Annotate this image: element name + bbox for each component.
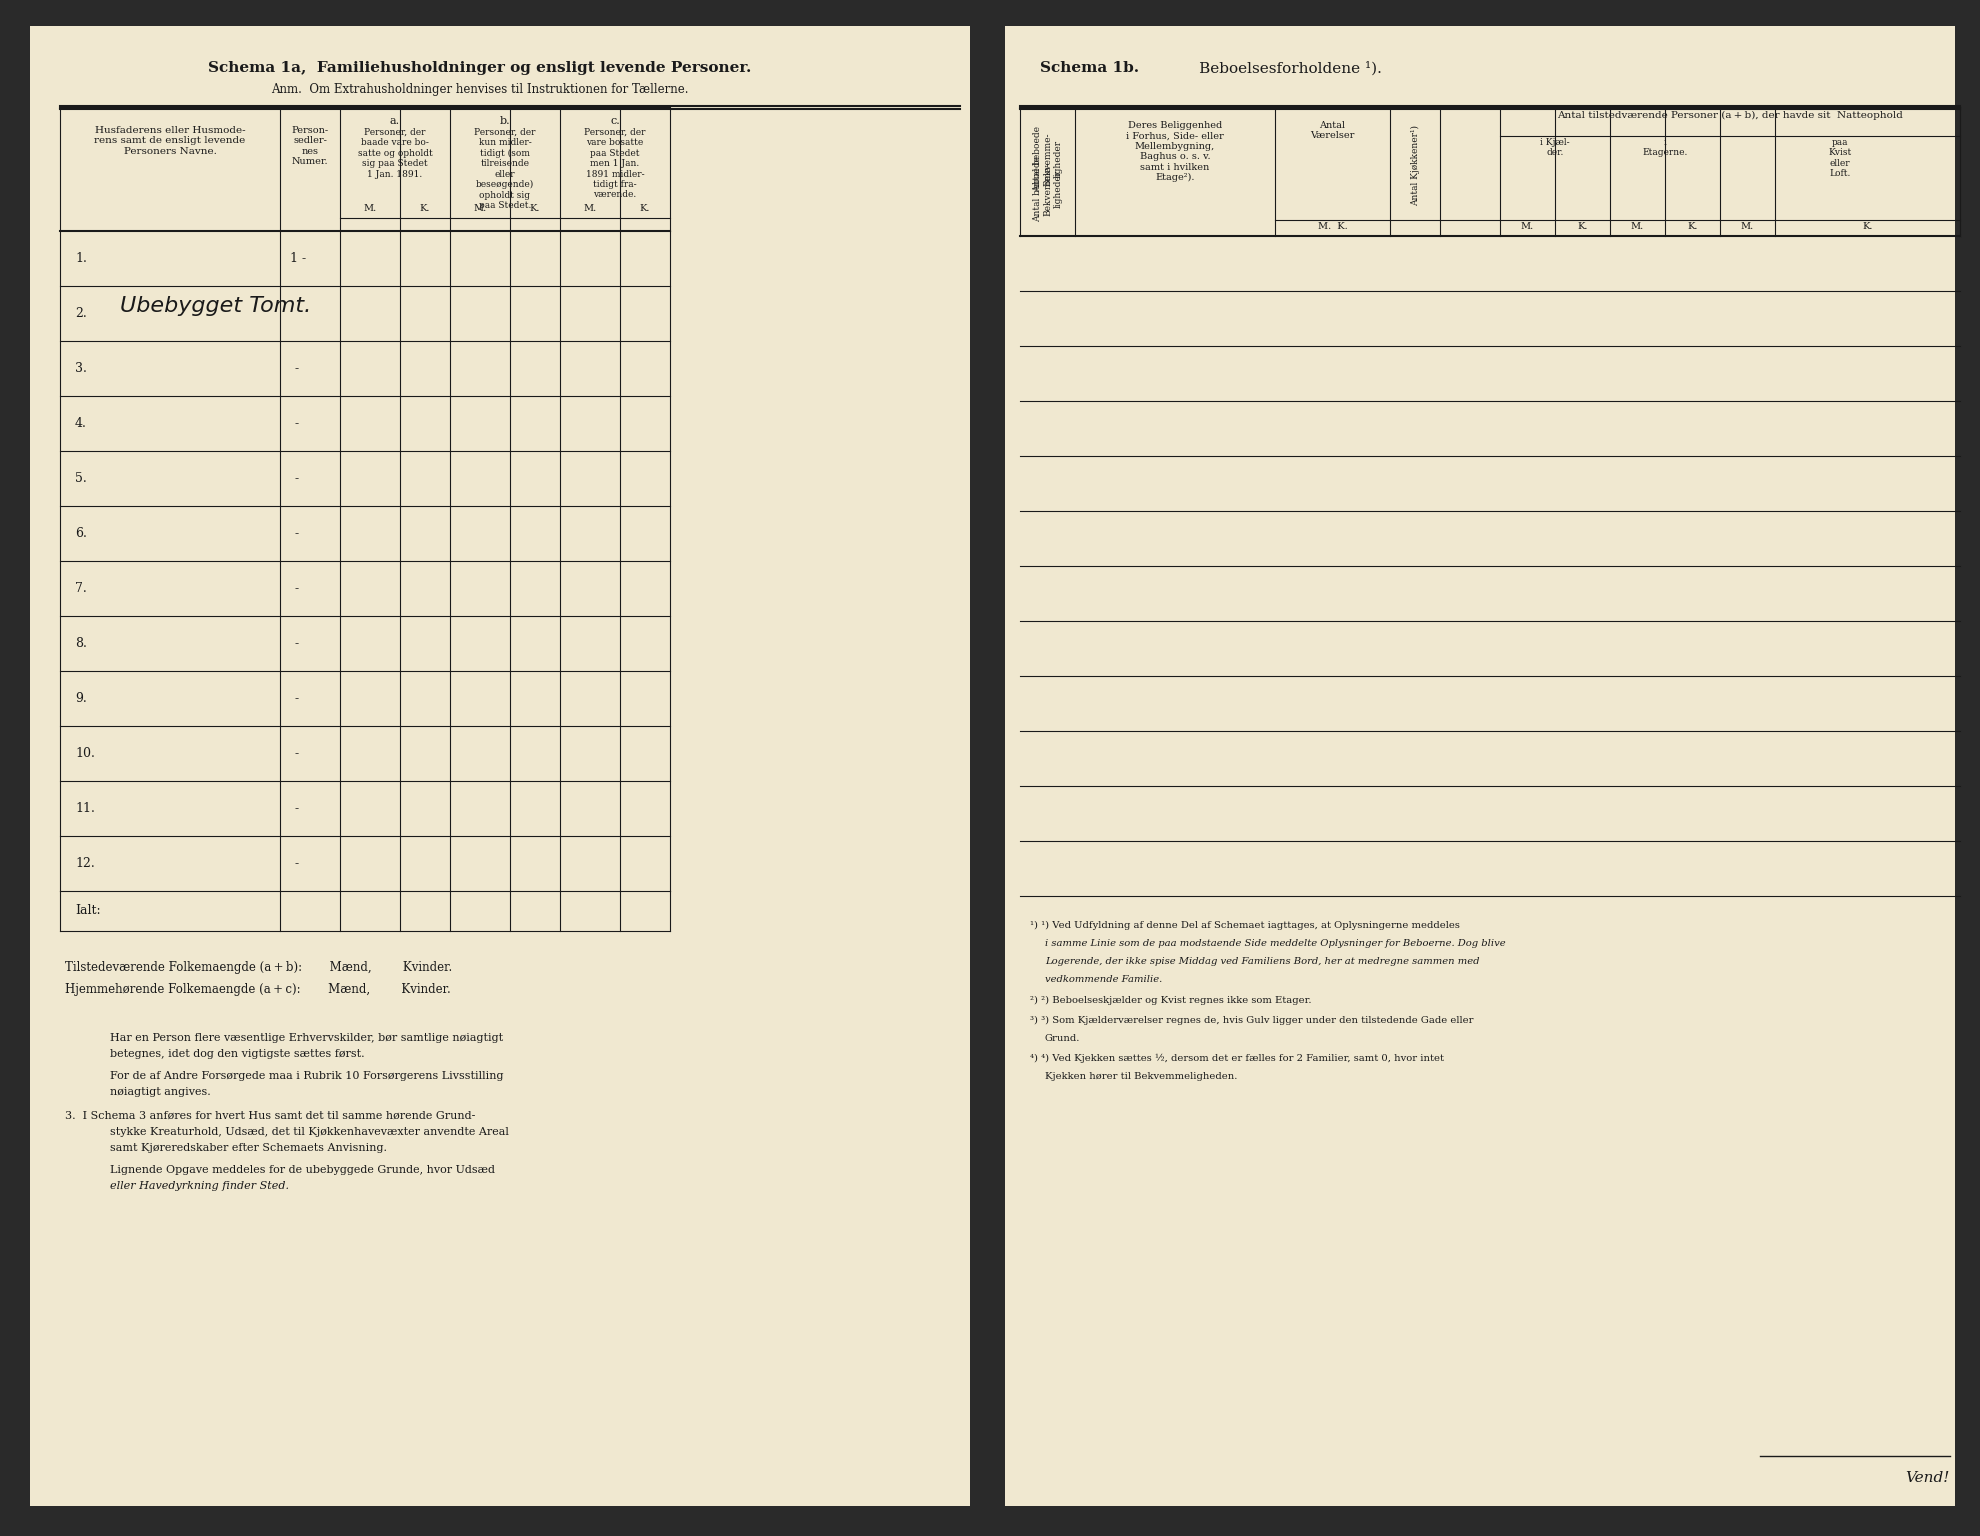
FancyBboxPatch shape: [1004, 26, 1954, 1505]
Text: K.: K.: [1576, 223, 1586, 230]
Text: 11.: 11.: [75, 802, 95, 816]
Text: Husfaderens eller Husmode-
rens samt de ensligt levende
Personers Navne.: Husfaderens eller Husmode- rens samt de …: [95, 126, 246, 155]
Text: -: -: [295, 693, 299, 705]
Text: samt Kjøreredskaber efter Schemaets Anvisning.: samt Kjøreredskaber efter Schemaets Anvi…: [111, 1143, 386, 1154]
Text: M.   K.: M. K.: [1317, 223, 1346, 230]
Text: i
Etagerne.: i Etagerne.: [1641, 138, 1687, 157]
Text: M.: M.: [362, 204, 376, 214]
Text: ³) ³) Som Kjælderværelser regnes de, hvis Gulv ligger under den tilstedende Gade: ³) ³) Som Kjælderværelser regnes de, hvi…: [1030, 1015, 1473, 1025]
Text: stykke Kreaturhold, Udsæd, det til Kjøkkenhavevæxter anvendte Areal: stykke Kreaturhold, Udsæd, det til Kjøkk…: [111, 1127, 509, 1137]
Text: 2.: 2.: [75, 307, 87, 319]
Text: K.: K.: [640, 204, 649, 214]
Text: betegnes, idet dog den vigtigste sættes først.: betegnes, idet dog den vigtigste sættes …: [111, 1049, 364, 1058]
Text: 10.: 10.: [75, 746, 95, 760]
Text: -: -: [295, 527, 299, 541]
Text: Antal beboede
Bekvemme-
ligheder: Antal beboede Bekvemme- ligheder: [1032, 157, 1061, 223]
Text: For de af Andre Forsørgede maa i Rubrik 10 Forsørgerens Livsstilling: For de af Andre Forsørgede maa i Rubrik …: [111, 1071, 503, 1081]
Text: paa
Kvist
eller
Loft.: paa Kvist eller Loft.: [1828, 138, 1851, 178]
Text: -: -: [295, 582, 299, 594]
Text: Har en Person flere væsentlige Erhvervskilder, bør samtlige nøiagtigt: Har en Person flere væsentlige Erhvervsk…: [111, 1034, 503, 1043]
Text: 3.: 3.: [75, 362, 87, 375]
Text: eller Havedyrkning finder Sted.: eller Havedyrkning finder Sted.: [111, 1181, 289, 1190]
Text: 7.: 7.: [75, 582, 87, 594]
Text: -: -: [295, 416, 299, 430]
Text: -: -: [295, 637, 299, 650]
Text: i samme Linie som de paa modstaende Side meddelte Oplysninger for Beboerne. Dog : i samme Linie som de paa modstaende Side…: [1045, 938, 1505, 948]
Text: vedkommende Familie.: vedkommende Familie.: [1045, 975, 1162, 985]
FancyBboxPatch shape: [30, 26, 970, 1505]
Text: ¹) ¹) Ved Udfyldning af denne Del af Schemaet iagttages, at Oplysningerne meddel: ¹) ¹) Ved Udfyldning af denne Del af Sch…: [1030, 922, 1459, 931]
Text: Vend!: Vend!: [1905, 1471, 1948, 1485]
Text: Grund.: Grund.: [1045, 1034, 1079, 1043]
Text: K.: K.: [420, 204, 430, 214]
Text: -: -: [295, 802, 299, 816]
Text: nøiagtigt angives.: nøiagtigt angives.: [111, 1087, 210, 1097]
Text: ⁴) ⁴) Ved Kjekken sættes ½, dersom det er fælles for 2 Familier, samt 0, hvor in: ⁴) ⁴) Ved Kjekken sættes ½, dersom det e…: [1030, 1054, 1443, 1063]
Text: c.: c.: [610, 117, 620, 126]
Text: a.: a.: [390, 117, 400, 126]
Text: Kjekken hører til Bekvemmeligheden.: Kjekken hører til Bekvemmeligheden.: [1045, 1072, 1238, 1081]
Text: 1.: 1.: [75, 252, 87, 266]
Text: K.: K.: [1687, 223, 1697, 230]
Text: 5.: 5.: [75, 472, 87, 485]
Text: Person-
sedler-
nes
Numer.: Person- sedler- nes Numer.: [291, 126, 329, 166]
Text: Hjemmehørende Folkemaengde (a + c):           Mænd,            Kvinder.: Hjemmehørende Folkemaengde (a + c): Mænd…: [65, 983, 451, 995]
Text: Schema 1b.: Schema 1b.: [1040, 61, 1138, 75]
Text: 6.: 6.: [75, 527, 87, 541]
Text: Personer, der
baade vare bo-
satte og opholdt
sig paa Stedet
1 Jan. 1891.: Personer, der baade vare bo- satte og op…: [358, 127, 432, 178]
Text: Ialt:: Ialt:: [75, 905, 101, 917]
Text: M.: M.: [1740, 223, 1752, 230]
Text: Antal
Værelser: Antal Værelser: [1309, 121, 1354, 140]
Text: Anm.  Om Extrahusholdninger henvises til Instruktionen for Tællerne.: Anm. Om Extrahusholdninger henvises til …: [271, 83, 689, 95]
Text: Tilstedeværende Folkemaengde (a + b):           Mænd,            Kvinder.: Tilstedeværende Folkemaengde (a + b): Mæ…: [65, 962, 451, 974]
Text: Antal beboede
Bekvemme-
ligheder: Antal beboede Bekvemme- ligheder: [1032, 126, 1061, 192]
Text: -: -: [295, 857, 299, 869]
Text: 12.: 12.: [75, 857, 95, 869]
Text: Beboelsesforholdene ¹).: Beboelsesforholdene ¹).: [1164, 61, 1382, 75]
Text: M.: M.: [1630, 223, 1643, 230]
Text: Personer, der
kun midler-
tidigt (som
tilreisende
eller
beseøgende)
opholdt sig
: Personer, der kun midler- tidigt (som ti…: [473, 127, 535, 210]
Text: -: -: [295, 472, 299, 485]
Text: -: -: [295, 746, 299, 760]
Text: Antal tilstedværende Personer (a + b), der havde sit  Natteophold: Antal tilstedværende Personer (a + b), d…: [1556, 111, 1903, 120]
Text: ²) ²) Beboelseskjælder og Kvist regnes ikke som Etager.: ²) ²) Beboelseskjælder og Kvist regnes i…: [1030, 995, 1311, 1005]
Text: M.: M.: [473, 204, 487, 214]
Text: i Kjæl-
der.: i Kjæl- der.: [1538, 138, 1568, 157]
Text: Deres Beliggenhed
i Forhus, Side- eller
Mellembygning,
Baghus o. s. v.
samt i hv: Deres Beliggenhed i Forhus, Side- eller …: [1125, 121, 1224, 183]
Text: Schema 1a,  Familiehusholdninger og ensligt levende Personer.: Schema 1a, Familiehusholdninger og ensli…: [208, 61, 750, 75]
Text: K.: K.: [529, 204, 541, 214]
Text: M.: M.: [1521, 223, 1533, 230]
Text: Ubebygget Tomt.: Ubebygget Tomt.: [121, 295, 311, 315]
Text: Logerende, der ikke spise Middag ved Familiens Bord, her at medregne sammen med: Logerende, der ikke spise Middag ved Fam…: [1045, 957, 1479, 966]
Text: K.: K.: [1861, 223, 1871, 230]
Text: 3.  I Schema 3 anføres for hvert Hus samt det til samme hørende Grund-: 3. I Schema 3 anføres for hvert Hus samt…: [65, 1111, 475, 1121]
Text: Antal Kjøkkener¹): Antal Kjøkkener¹): [1410, 126, 1420, 206]
Text: Personer, der
vare bosatte
paa Stedet
men 1 Jan.
1891 midler-
tidigt fra-
værend: Personer, der vare bosatte paa Stedet me…: [584, 127, 645, 200]
Text: Lignende Opgave meddeles for de ubebyggede Grunde, hvor Udsæd: Lignende Opgave meddeles for de ubebygge…: [111, 1164, 495, 1175]
Text: 9.: 9.: [75, 693, 87, 705]
Text: 8.: 8.: [75, 637, 87, 650]
Text: M.: M.: [582, 204, 596, 214]
Text: b.: b.: [499, 117, 511, 126]
Text: 1 -: 1 -: [289, 252, 307, 266]
Text: 4.: 4.: [75, 416, 87, 430]
Text: -: -: [295, 362, 299, 375]
